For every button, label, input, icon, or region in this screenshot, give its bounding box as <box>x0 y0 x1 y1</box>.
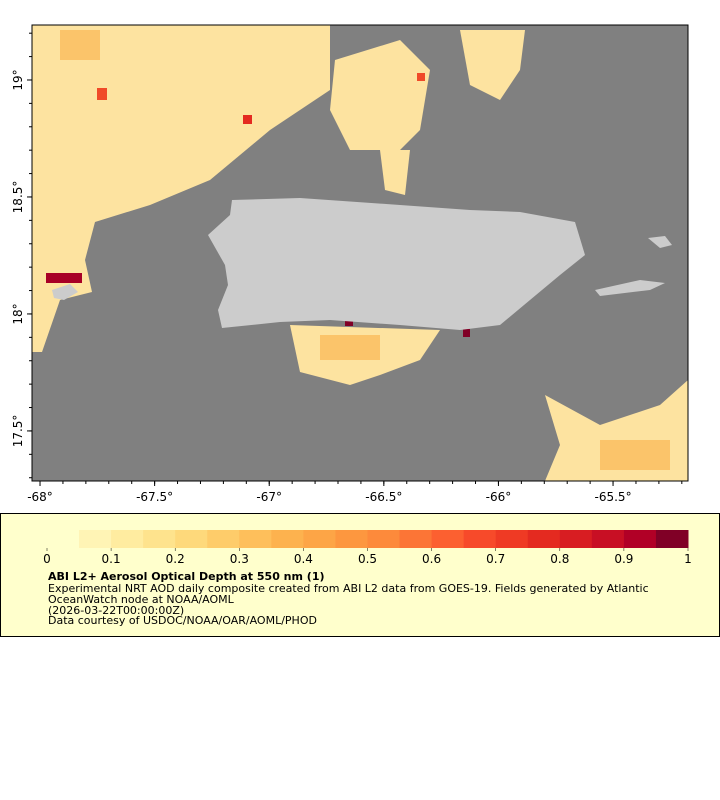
map: -68° -67.5° -67° -66.5° -66° -65.5° 17.5° 18° 18… <box>11 24 689 504</box>
aod-region <box>330 40 430 150</box>
y-tick-label: 19° <box>11 69 25 90</box>
y-tick-label: 17.5° <box>11 415 25 448</box>
caption-line: OceanWatch node at NOAA/AOML <box>48 592 234 606</box>
colorbar-step <box>431 530 465 548</box>
y-tick-label: 18° <box>11 303 25 324</box>
map-frame <box>31 24 689 482</box>
aod-patch <box>600 440 670 470</box>
caption-line: (2026-03-22T00:00:00Z) <box>48 603 185 617</box>
aod-region <box>380 150 410 195</box>
x-tick-label: -66° <box>486 490 512 504</box>
colorbar-step <box>335 530 368 548</box>
aod-patch <box>320 335 380 360</box>
puerto-rico <box>208 198 585 330</box>
colorbar-tick-label: 0.8 <box>550 552 569 566</box>
colorbar-tick-label: 0.5 <box>358 552 377 566</box>
culebra <box>648 236 672 248</box>
aod-field-high <box>60 30 670 470</box>
x-tick-label: -67° <box>256 490 282 504</box>
vieques <box>595 280 665 296</box>
caption-title: ABI L2+ Aerosol Optical Depth at 550 nm … <box>48 570 325 583</box>
aod-patch <box>97 88 107 100</box>
aod-region <box>32 25 330 352</box>
x-tick-label: -65.5° <box>595 490 632 504</box>
colorbar-step <box>239 530 272 548</box>
colorbar-tick-label: 1 <box>684 552 692 566</box>
aod-region <box>460 30 525 100</box>
aod-patch <box>46 273 82 283</box>
colorbar-tick-label: 0.1 <box>102 552 121 566</box>
colorbar-step <box>591 530 625 548</box>
land <box>52 198 672 330</box>
aod-patch <box>345 320 353 326</box>
colorbar-step <box>623 530 657 548</box>
colorbar-step <box>111 530 144 548</box>
colorbar-step <box>495 530 529 548</box>
colorbar-tick-label: 0.6 <box>422 552 441 566</box>
colorbar-step <box>207 530 240 548</box>
aod-patch <box>60 30 100 60</box>
colorbar-step <box>655 530 689 548</box>
colorbar-tick-label: 0.2 <box>166 552 185 566</box>
aod-field <box>32 25 688 481</box>
x-tick-label: -66.5° <box>365 490 402 504</box>
colorbar-step <box>559 530 593 548</box>
colorbar-step <box>303 530 336 548</box>
colorbar-tick-label: 0 <box>43 552 51 566</box>
colorbar-step <box>527 530 561 548</box>
x-tick-label: -67.5° <box>136 490 173 504</box>
aod-patch <box>463 329 470 337</box>
aod-patch <box>243 115 252 124</box>
colorbar-step <box>79 530 112 548</box>
colorbar-step <box>175 530 208 548</box>
y-tick-label: 18.5° <box>11 181 25 214</box>
caption-line: Experimental NRT AOD daily composite cre… <box>48 582 649 595</box>
aod-patch <box>417 73 425 81</box>
colorbar-step <box>463 530 497 548</box>
x-tick-label: -68° <box>27 490 53 504</box>
caption-line: Data courtesy of USDOC/NOAA/OAR/AOML/PHO… <box>48 614 317 628</box>
colorbar-step <box>47 530 80 548</box>
colorbar-tick-label: 0.9 <box>614 552 633 566</box>
colorbar-step <box>271 530 304 548</box>
colorbar-step <box>143 530 176 548</box>
colorbar-step <box>399 530 433 548</box>
colorbar-tick-label: 0.7 <box>486 552 505 566</box>
colorbar: 0 0.1 0.2 0.3 0.4 0.5 0.6 0.7 0.8 0.9 1 <box>43 530 692 566</box>
mona <box>52 284 78 300</box>
aod-hotspots <box>46 73 470 337</box>
colorbar-tick-label: 0.3 <box>230 552 249 566</box>
colorbar-tick-label: 0.4 <box>294 552 313 566</box>
colorbar-step <box>367 530 401 548</box>
